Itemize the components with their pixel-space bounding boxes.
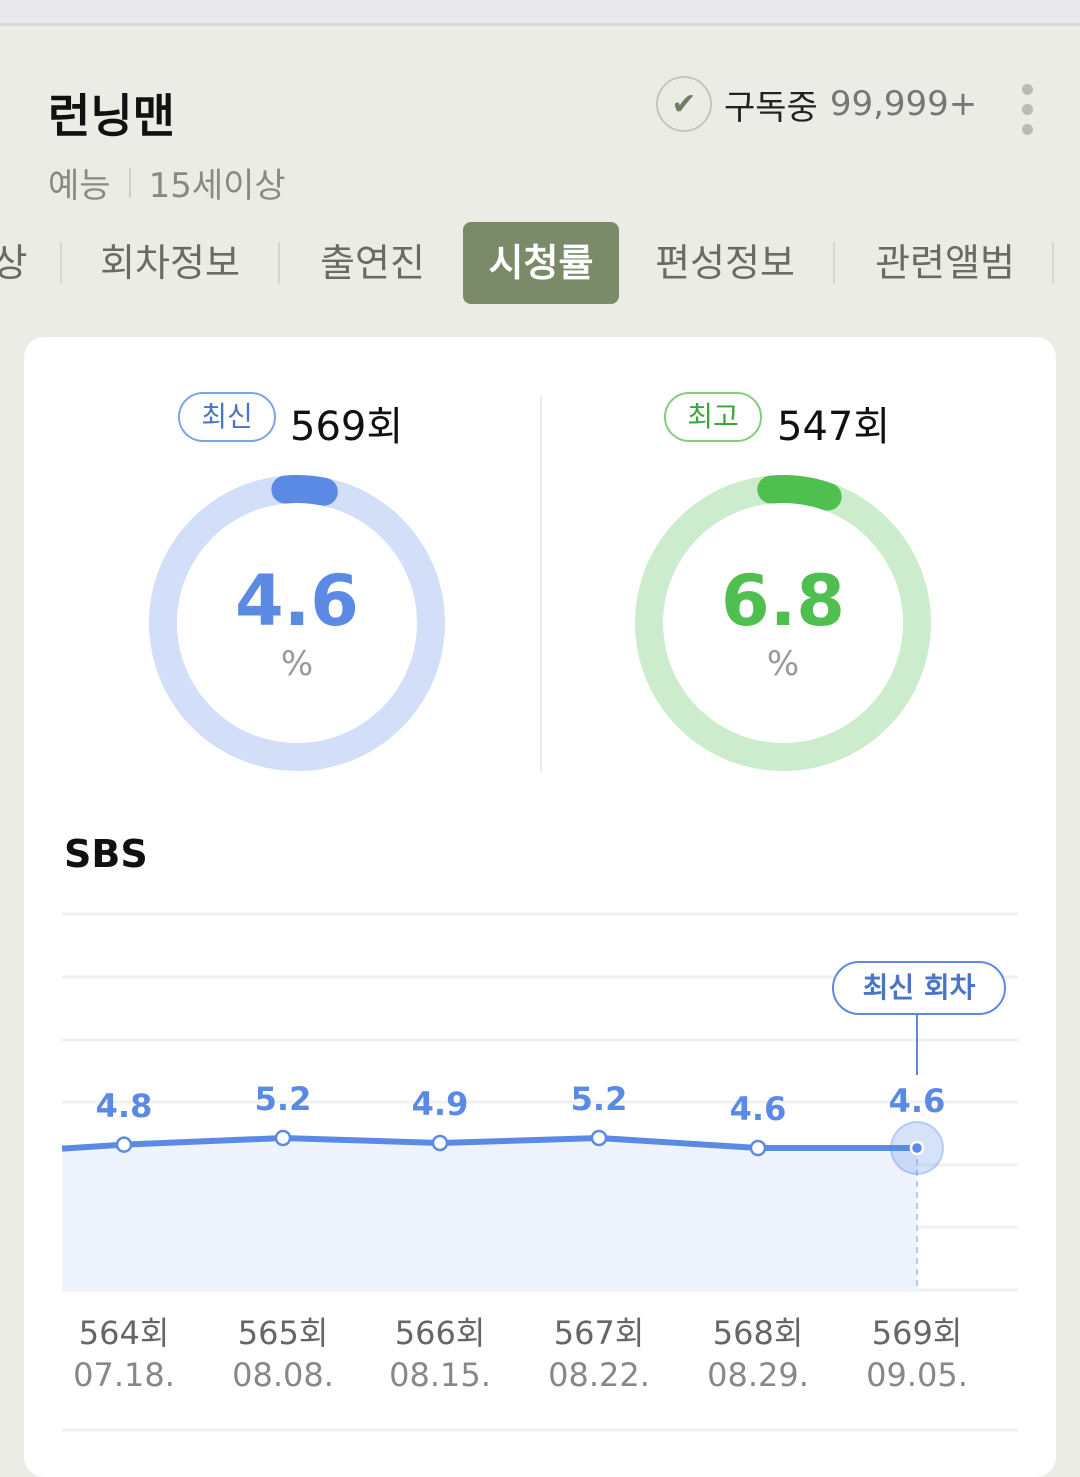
x-tick-label: 566회 08.15. [370, 1312, 510, 1396]
data-label: 5.2 [570, 1079, 628, 1118]
data-label: 4.8 [95, 1086, 153, 1125]
subscribe-label: 구독중 [724, 87, 818, 128]
data-label: 5.2 [254, 1079, 312, 1118]
subscribe-button[interactable]: ✔ 구독중 99,999+ [656, 76, 977, 132]
tab-schedule[interactable]: 편성정보 [655, 241, 795, 285]
date-label: 08.22. [548, 1356, 650, 1394]
tab-prev[interactable]: 상 [0, 241, 28, 285]
best-value: 6.8 [720, 560, 845, 642]
program-title: 런닝맨 [48, 89, 175, 143]
age-rating: 15세이상 [148, 166, 286, 206]
episode-label: 567회 [553, 1314, 645, 1352]
latest-badge: 최신 [178, 392, 276, 442]
data-point[interactable] [274, 1129, 292, 1147]
best-unit: % [766, 644, 800, 684]
divider [128, 167, 131, 198]
date-label: 09.05. [866, 1356, 968, 1394]
episode-label: 569회 [871, 1314, 963, 1352]
date-label: 07.18. [73, 1356, 175, 1394]
tab-cast[interactable]: 출연진 [320, 241, 425, 285]
best-ring-progress [635, 475, 931, 772]
data-label: 4.6 [729, 1090, 787, 1128]
data-point[interactable] [909, 1140, 925, 1156]
latest-value: 4.6 [234, 560, 359, 642]
episode-label: 564회 [78, 1314, 170, 1352]
tab-episode-info[interactable]: 회차정보 [100, 241, 240, 285]
latest-episode: 569회 [290, 404, 404, 450]
latest-unit: % [280, 644, 314, 684]
subscriber-count: 99,999+ [829, 84, 978, 124]
data-point[interactable] [115, 1136, 133, 1153]
date-label: 08.29. [707, 1356, 809, 1394]
data-point[interactable] [590, 1129, 608, 1147]
episode-label: 568회 [712, 1314, 804, 1352]
x-tick-label: 565회 08.08. [213, 1312, 353, 1396]
tab-albums[interactable]: 관련앨범 [875, 241, 1015, 285]
program-meta: 예능 15세이상 [48, 158, 286, 207]
top-bar [0, 0, 1080, 26]
data-point[interactable] [749, 1139, 767, 1157]
tab-ratings[interactable]: 시청률 [463, 222, 619, 304]
data-label: 4.9 [411, 1084, 469, 1123]
data-point[interactable] [431, 1134, 449, 1152]
date-label: 08.08. [232, 1356, 334, 1394]
best-episode: 547회 [777, 404, 891, 450]
area-fill [62, 1137, 917, 1290]
best-badge: 최고 [664, 392, 762, 442]
x-tick-label: 564회 07.18. [54, 1312, 194, 1396]
more-options-icon[interactable] [1020, 84, 1034, 135]
x-tick-label: 567회 08.22. [529, 1312, 669, 1396]
date-label: 08.15. [389, 1356, 491, 1394]
data-label: 4.6 [888, 1082, 946, 1120]
tab-bar: 상 회차정보 출연진 시청률 편성정보 관련앨범 [0, 222, 1080, 304]
episode-label: 566회 [394, 1314, 486, 1352]
x-tick-label: 568회 08.29. [688, 1312, 828, 1396]
latest-ring-progress [149, 475, 445, 771]
latest-episode-tag: 최신 회차 [832, 961, 1006, 1015]
divider [540, 395, 542, 773]
genre: 예능 [48, 166, 111, 206]
check-icon: ✔ [656, 76, 712, 132]
episode-label: 565회 [237, 1314, 329, 1352]
chart-title: SBS [64, 832, 148, 876]
x-tick-label: 569회 09.05. [847, 1312, 987, 1396]
